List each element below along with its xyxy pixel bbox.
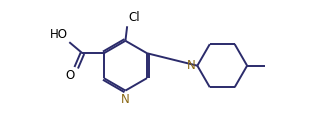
Text: N: N	[121, 93, 130, 106]
Text: Cl: Cl	[129, 11, 140, 24]
Text: N: N	[187, 59, 195, 72]
Text: O: O	[66, 69, 75, 82]
Text: HO: HO	[50, 28, 68, 41]
